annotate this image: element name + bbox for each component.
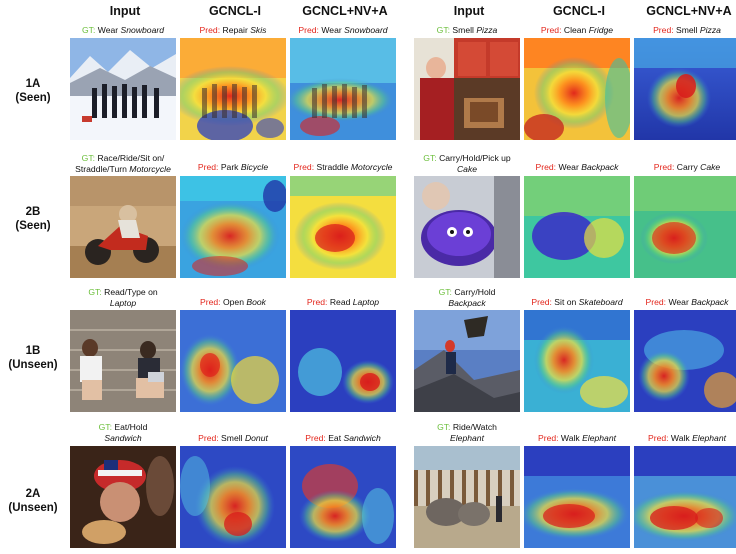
heatmap-gcncl-i	[524, 446, 630, 548]
caption-pred: Pred: Wear Backpack	[645, 297, 729, 307]
heatmap-gcncl-nv-a	[634, 310, 736, 412]
caption-pred: Pred: Read Laptop	[306, 297, 380, 307]
row-label-1b: 1B (Unseen)	[8, 345, 58, 371]
row-label-2a: 2A (Unseen)	[8, 488, 58, 514]
input-image-laptop	[70, 310, 176, 412]
caption-gt-line2: Sandwich	[104, 433, 142, 443]
caption-gt: GT: Race/Ride/Sit on/	[81, 153, 165, 163]
col-header-gcncl-i-left: GCNCL-I	[208, 4, 262, 18]
heatmap-gcncl-i	[180, 310, 286, 412]
caption-pred: Pred: Sit on Skateboard	[531, 297, 623, 307]
col-header-input-left: Input	[109, 4, 141, 18]
heatmap-gcncl-nv-a	[634, 446, 736, 548]
caption-pred: Pred: Open Book	[200, 297, 266, 307]
input-image-sandwich	[70, 446, 176, 548]
caption-pred: Pred: Clean Fridge	[540, 25, 614, 35]
caption-gt-line2: Elephant	[450, 433, 484, 443]
caption-pred: Pred: Wear Backpack	[535, 162, 619, 172]
caption-pred: Pred: Walk Elephant	[537, 433, 617, 443]
col-header-gcncl-nv-a-left: GCNCL+NV+A	[302, 4, 388, 18]
caption-gt: GT: Carry/Hold	[438, 287, 496, 297]
heatmap-gcncl-i	[180, 446, 286, 548]
caption-gt-line2: Cake	[456, 164, 478, 174]
heatmap-gcncl-i	[180, 176, 286, 278]
caption-gt-line2: Laptop	[109, 298, 137, 308]
caption-pred: Pred: Carry Cake	[653, 162, 721, 172]
heatmap-gcncl-i	[524, 310, 630, 412]
caption-pred: Pred: Smell Pizza	[653, 25, 721, 35]
col-header-input-right: Input	[453, 4, 485, 18]
heatmap-gcncl-nv-a	[634, 176, 736, 278]
input-image-cake	[414, 176, 520, 278]
heatmap-gcncl-nv-a	[290, 38, 396, 140]
caption-pred: Pred: Smell Donut	[198, 433, 268, 443]
caption-gt-line2: Straddle/Turn Motorcycle	[75, 164, 171, 174]
caption-gt: GT: Smell Pizza	[436, 25, 498, 35]
input-image-elephant	[414, 446, 520, 548]
caption-pred: Pred: Repair Skis	[199, 25, 267, 35]
heatmap-gcncl-nv-a	[634, 38, 736, 140]
row-label-2b: 2B (Seen)	[15, 206, 51, 232]
input-image-snowboard	[70, 38, 176, 140]
heatmap-gcncl-nv-a	[290, 176, 396, 278]
heatmap-gcncl-i	[524, 176, 630, 278]
caption-pred: Pred: Walk Elephant	[647, 433, 727, 443]
heatmap-gcncl-nv-a	[290, 310, 396, 412]
caption-gt: GT: Wear Snowboard	[81, 25, 165, 35]
row-label-1a: 1A (Seen)	[15, 78, 51, 104]
caption-pred: Pred: Park Bicycle	[197, 162, 269, 172]
heatmap-gcncl-i	[524, 38, 630, 140]
col-header-gcncl-i-right: GCNCL-I	[552, 4, 606, 18]
caption-pred: Pred: Eat Sandwich	[305, 433, 381, 443]
caption-gt: GT: Carry/Hold/Pick up	[423, 153, 511, 163]
heatmap-gcncl-i	[180, 38, 286, 140]
heatmap-gcncl-nv-a	[290, 446, 396, 548]
input-image-backpack	[414, 310, 520, 412]
caption-gt: GT: Ride/Watch	[437, 422, 497, 432]
caption-gt-line2: Backpack	[448, 298, 486, 308]
input-image-motorcycle	[70, 176, 176, 278]
caption-gt: GT: Read/Type on	[88, 287, 158, 297]
caption-pred: Pred: Wear Snowboard	[298, 25, 388, 35]
input-image-pizza	[414, 38, 520, 140]
col-header-gcncl-nv-a-right: GCNCL+NV+A	[646, 4, 732, 18]
caption-pred: Pred: Straddle Motorcycle	[293, 162, 393, 172]
caption-gt: GT: Eat/Hold	[98, 422, 148, 432]
